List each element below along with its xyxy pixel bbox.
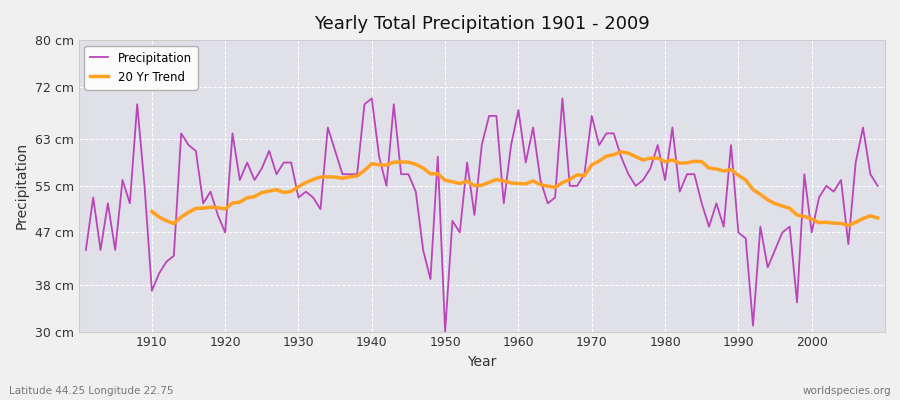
Legend: Precipitation, 20 Yr Trend: Precipitation, 20 Yr Trend — [85, 46, 197, 90]
Line: Precipitation: Precipitation — [86, 98, 878, 332]
Precipitation — [345, 172, 356, 176]
Precipitation — [520, 160, 531, 165]
20 Yr Trend — [147, 209, 158, 214]
20 Yr Trend — [850, 220, 861, 225]
Line: 20 Yr Trend: 20 Yr Trend — [152, 152, 878, 226]
Precipitation — [527, 125, 538, 130]
20 Yr Trend — [315, 175, 326, 180]
Precipitation — [616, 154, 626, 159]
Precipitation — [80, 248, 91, 252]
Title: Yearly Total Precipitation 1901 - 2009: Yearly Total Precipitation 1901 - 2009 — [314, 15, 650, 33]
Y-axis label: Precipitation: Precipitation — [15, 142, 29, 230]
Text: worldspecies.org: worldspecies.org — [803, 386, 891, 396]
20 Yr Trend — [520, 182, 531, 186]
20 Yr Trend — [872, 216, 883, 220]
Precipitation — [872, 184, 883, 188]
20 Yr Trend — [821, 220, 832, 225]
Text: Latitude 44.25 Longitude 22.75: Latitude 44.25 Longitude 22.75 — [9, 386, 174, 396]
20 Yr Trend — [843, 223, 854, 228]
20 Yr Trend — [616, 149, 626, 154]
X-axis label: Year: Year — [467, 355, 497, 369]
20 Yr Trend — [286, 189, 297, 194]
Precipitation — [440, 329, 451, 334]
Precipitation — [301, 189, 311, 194]
Precipitation — [366, 96, 377, 101]
20 Yr Trend — [579, 173, 590, 178]
Precipitation — [140, 184, 150, 188]
